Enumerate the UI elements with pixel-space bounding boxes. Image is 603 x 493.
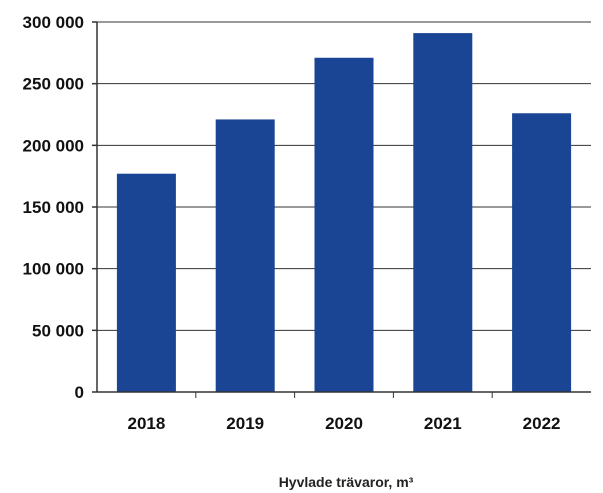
y-tick-label: 100 000 — [23, 260, 84, 279]
bar-2020 — [314, 57, 374, 393]
bar-2021 — [413, 33, 473, 392]
x-tick-label: 2022 — [523, 414, 561, 433]
y-tick-label: 250 000 — [23, 75, 84, 94]
bar-2018 — [116, 173, 176, 392]
x-tick-labels: 2018 2019 2020 2021 2022 — [127, 392, 561, 433]
x-axis-label: Hyvlade trävaror, m³ — [279, 474, 414, 490]
x-tick-label: 2020 — [325, 414, 363, 433]
x-tick-label: 2018 — [127, 414, 165, 433]
y-tick-label: 200 000 — [23, 136, 84, 155]
bar-2019 — [215, 119, 275, 392]
y-tick-label: 150 000 — [23, 198, 84, 217]
y-tick-label: 50 000 — [32, 321, 84, 340]
y-tick-label: 0 — [75, 383, 84, 402]
y-tick-labels: 0 50 000 100 000 150 000 200 000 250 000 300 0… — [23, 13, 97, 402]
x-tick-label: 2021 — [424, 414, 462, 433]
y-tick-label: 300 000 — [23, 13, 84, 32]
bar-2022 — [512, 113, 572, 393]
bars — [116, 33, 572, 393]
x-tick-label: 2019 — [226, 414, 264, 433]
